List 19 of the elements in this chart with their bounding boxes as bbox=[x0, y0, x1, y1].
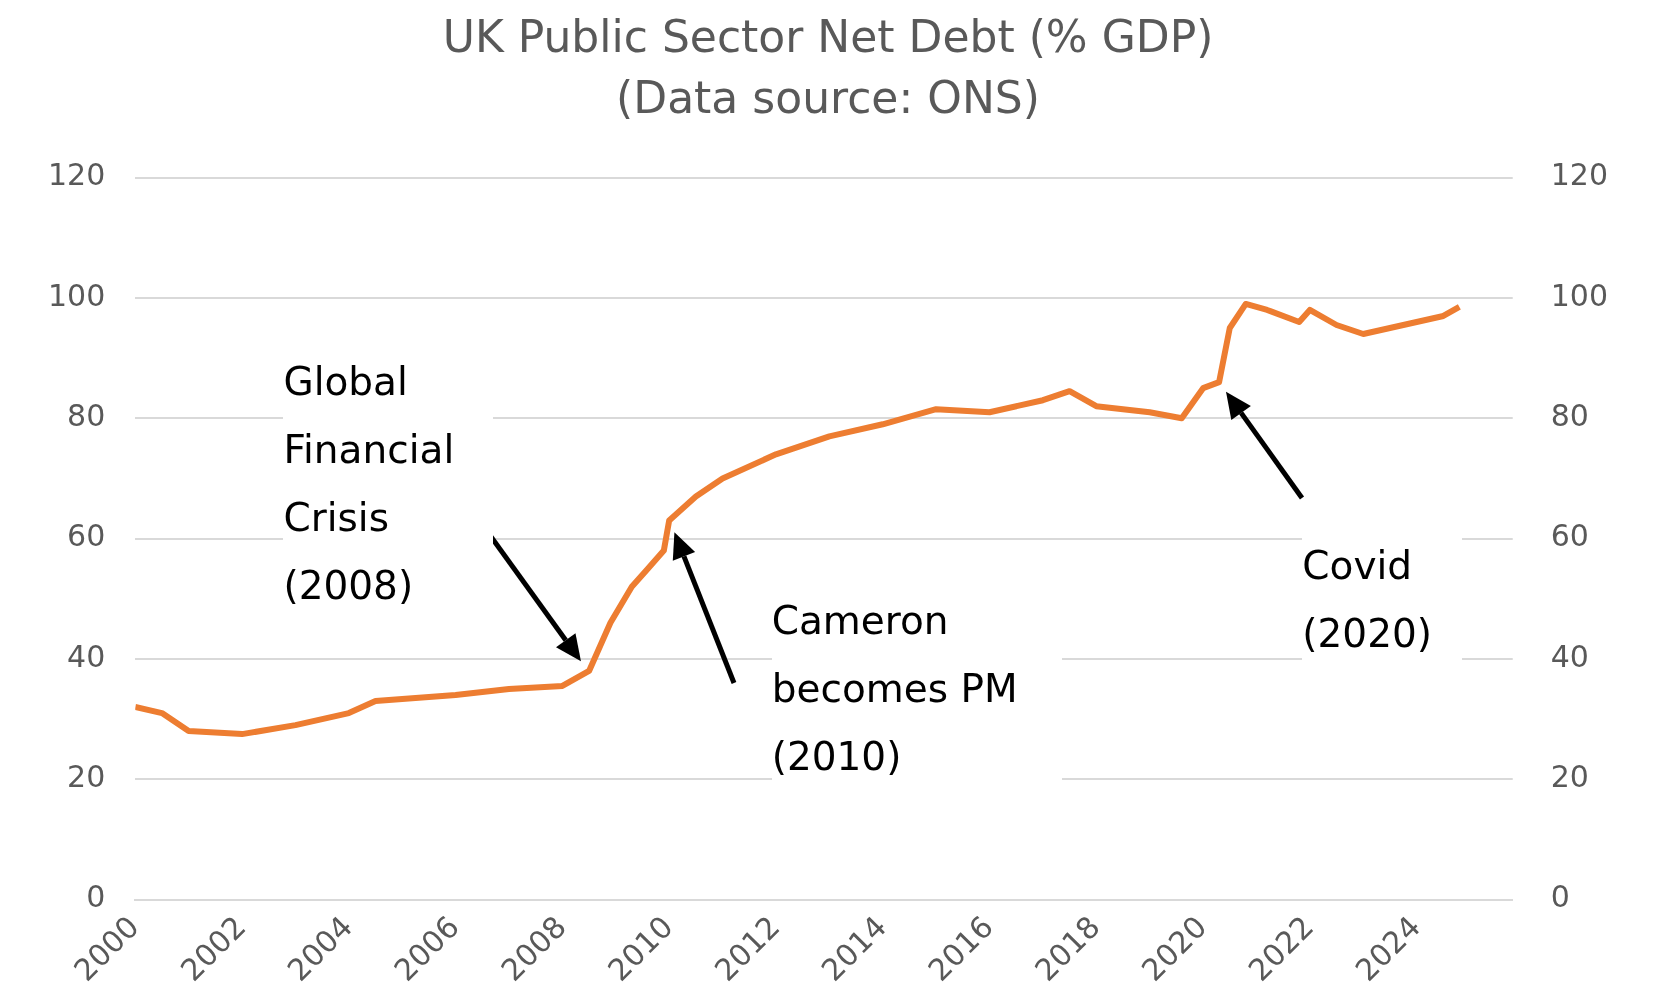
y2-tick-label: 60 bbox=[1550, 518, 1589, 554]
y2-tick-label: 0 bbox=[1550, 879, 1570, 915]
y2-tick-label: 40 bbox=[1550, 638, 1589, 674]
annotation: Cameron becomes PM (2010) bbox=[771, 586, 1062, 791]
annotation: Global Financial Crisis (2008) bbox=[283, 347, 494, 620]
y2-tick-label: 120 bbox=[1550, 157, 1608, 193]
y-tick-label: 80 bbox=[67, 398, 106, 434]
y2-tick-label: 80 bbox=[1550, 398, 1589, 434]
y-tick-label: 60 bbox=[67, 518, 106, 554]
chart-title: UK Public Sector Net Debt (% GDP) bbox=[442, 10, 1214, 62]
y-tick-label: 0 bbox=[86, 879, 106, 915]
annotation: Covid (2020) bbox=[1302, 531, 1463, 668]
y-tick-label: 40 bbox=[67, 638, 106, 674]
y-tick-label: 100 bbox=[48, 277, 106, 313]
y2-tick-label: 100 bbox=[1550, 277, 1608, 313]
chart-subtitle: (Data source: ONS) bbox=[616, 71, 1040, 123]
y-tick-label: 20 bbox=[67, 759, 106, 795]
y2-tick-label: 20 bbox=[1550, 759, 1589, 795]
y-tick-label: 120 bbox=[48, 157, 106, 193]
